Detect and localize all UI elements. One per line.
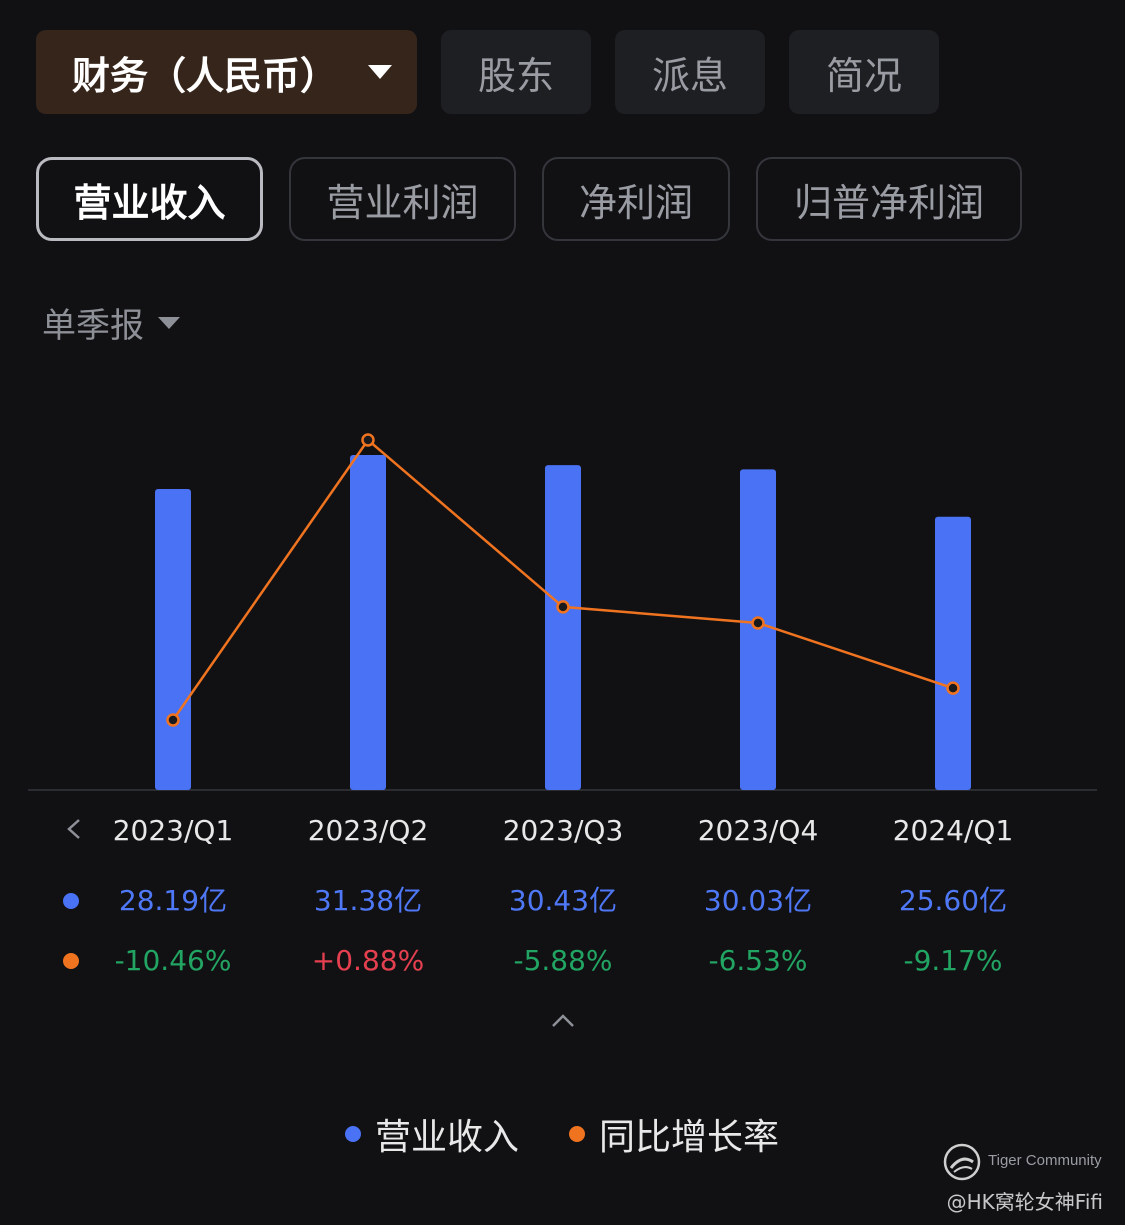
revenue-bar <box>935 516 971 790</box>
tab-finance-rmb[interactable]: 财务（人民币） <box>36 30 417 114</box>
period-selector-label: 单季报 <box>42 306 144 346</box>
yoy-point <box>751 616 765 630</box>
revenue-bar <box>155 489 191 790</box>
x-tick-label: 2023/Q3 <box>502 814 624 847</box>
yoy-row: -10.46% +0.88% -5.88% -6.53% -9.17% <box>0 936 1125 986</box>
yoy-value: -10.46% <box>114 944 232 977</box>
yoy-value: +0.88% <box>311 944 425 977</box>
chevron-up-icon[interactable] <box>550 1010 576 1030</box>
yoy-value: -6.53% <box>708 944 808 977</box>
metric-tab-operating-profit[interactable]: 营业利润 <box>289 157 516 241</box>
revenue-value: 28.19亿 <box>118 884 228 917</box>
yoy-value: -9.17% <box>903 944 1003 977</box>
x-tick-label: 2023/Q1 <box>112 814 234 847</box>
metric-tab-bar: 营业收入 营业利润 净利润 归普净利润 <box>36 157 1022 241</box>
legend-dot-yoy <box>569 1126 586 1142</box>
revenue-bar <box>545 465 581 790</box>
metric-tab-attrib-net-profit[interactable]: 归普净利润 <box>756 157 1022 241</box>
legend-label-yoy: 同比增长率 <box>599 1117 780 1158</box>
revenue-value: 30.43亿 <box>508 884 618 917</box>
chevron-down-icon <box>368 65 393 79</box>
chart-legend: 营业收入 同比增长率 <box>345 1108 779 1160</box>
x-tick-label: 2024/Q1 <box>892 814 1014 847</box>
chevron-left-icon[interactable] <box>64 818 86 840</box>
yoy-point <box>556 600 570 614</box>
watermark-brand: Tiger Community <box>988 1152 1102 1169</box>
tab-dividends[interactable]: 派息 <box>615 30 765 114</box>
top-tab-bar: 财务（人民币） 股东 派息 简况 <box>36 30 939 114</box>
yoy-point <box>166 713 180 727</box>
revenue-value: 25.60亿 <box>898 884 1008 917</box>
legend-label-revenue: 营业收入 <box>375 1117 520 1158</box>
revenue-bar <box>350 455 386 790</box>
tiger-logo-icon <box>943 1143 981 1181</box>
period-selector[interactable]: 单季报 <box>42 298 180 347</box>
legend-item-revenue[interactable]: 营业收入 <box>345 1108 519 1160</box>
x-tick-label: 2023/Q2 <box>307 814 429 847</box>
revenue-value: 31.38亿 <box>313 884 423 917</box>
yoy-value: -5.88% <box>513 944 613 977</box>
caret-down-icon <box>158 316 180 329</box>
x-tick-label: 2023/Q4 <box>697 814 819 847</box>
watermark-user: @HK窝轮女神Fifi <box>946 1190 1103 1214</box>
tab-shareholders[interactable]: 股东 <box>441 30 591 114</box>
tab-finance-label: 财务（人民币） <box>72 53 339 98</box>
tab-profile[interactable]: 简况 <box>789 30 939 114</box>
legend-item-yoy[interactable]: 同比增长率 <box>569 1108 779 1160</box>
yoy-point <box>946 681 960 695</box>
quarter-row: 2023/Q1 2023/Q2 2023/Q3 2023/Q4 2024/Q1 <box>0 806 1125 856</box>
yoy-legend-dot <box>63 953 79 969</box>
metric-tab-revenue[interactable]: 营业收入 <box>36 157 263 241</box>
revenue-row: 28.19亿 31.38亿 30.43亿 30.03亿 25.60亿 <box>0 876 1125 926</box>
yoy-point <box>361 433 375 447</box>
revenue-value: 30.03亿 <box>703 884 813 917</box>
revenue-legend-dot <box>63 893 79 909</box>
metric-tab-net-profit[interactable]: 净利润 <box>542 157 730 241</box>
legend-dot-revenue <box>345 1126 361 1142</box>
